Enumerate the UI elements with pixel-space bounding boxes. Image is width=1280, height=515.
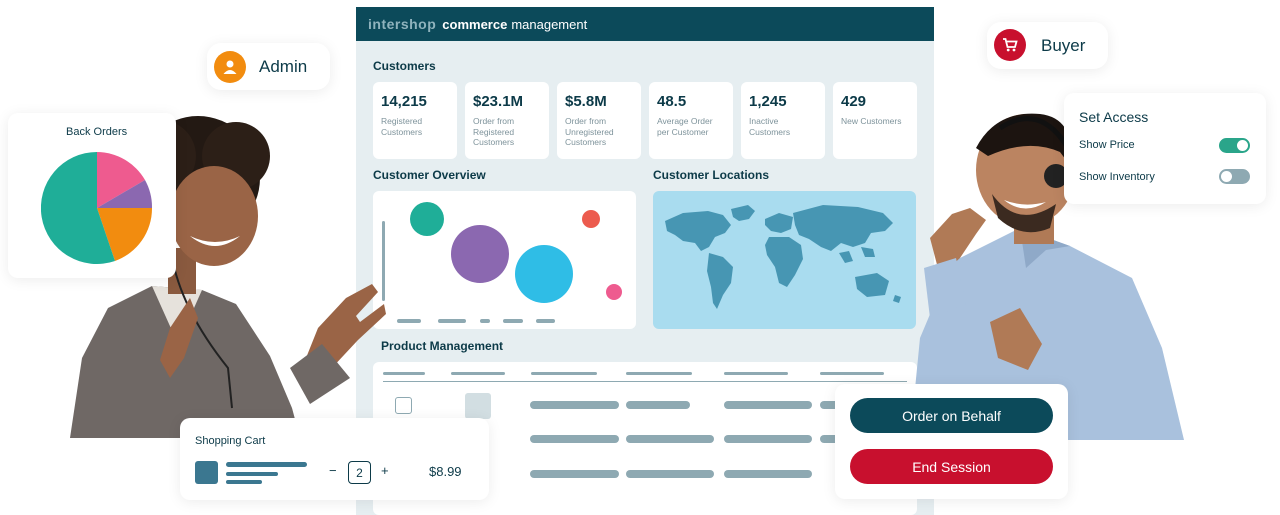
product-thumbnail <box>465 393 491 419</box>
table-header-cell <box>383 372 425 375</box>
legend-bar <box>397 319 421 323</box>
set-access-card: Set Access Show Price Show Inventory <box>1064 93 1266 204</box>
stat-label: New Customers <box>841 116 902 126</box>
table-row-cell <box>626 470 714 478</box>
legend-bar <box>503 319 523 323</box>
brand-logo: intershop <box>368 16 437 32</box>
stat-value: $5.8M <box>565 93 607 110</box>
customer-locations-map[interactable] <box>653 191 916 329</box>
table-divider <box>383 381 907 382</box>
toggle-knob <box>1221 171 1232 182</box>
back-orders-card[interactable]: Back Orders <box>8 113 176 278</box>
dashboard-header: intershop commerce management <box>356 7 934 41</box>
cart-icon <box>994 29 1026 61</box>
table-row-cell <box>724 435 812 443</box>
buyer-role-card[interactable]: Buyer <box>987 22 1108 69</box>
customer-overview-title: Customer Overview <box>373 168 486 182</box>
show-inventory-label: Show Inventory <box>1079 171 1155 183</box>
bubble-pink <box>606 284 622 300</box>
stat-label: Registered Customers <box>381 116 423 137</box>
stat-card[interactable]: $23.1M Order from Registered Customers <box>465 82 549 159</box>
customer-locations-title: Customer Locations <box>653 168 770 182</box>
legend-bar <box>536 319 555 323</box>
legend-bar <box>438 319 466 323</box>
back-orders-pie-chart <box>41 152 153 264</box>
set-access-title: Set Access <box>1079 109 1149 125</box>
buyer-label: Buyer <box>1041 36 1086 55</box>
row-checkbox[interactable] <box>395 397 412 414</box>
table-row-cell <box>626 435 714 443</box>
user-icon <box>214 51 246 83</box>
stat-value: $23.1M <box>473 93 524 110</box>
customers-title: Customers <box>373 59 436 73</box>
brand-commerce: commerce <box>442 16 508 32</box>
table-header-cell <box>626 372 692 375</box>
table-header-cell <box>820 372 884 375</box>
back-orders-title: Back Orders <box>66 126 128 138</box>
table-header-cell <box>531 372 597 375</box>
shopping-cart-card: Shopping Cart − 2 + $8.99 <box>180 418 489 500</box>
pie-slice <box>97 152 145 208</box>
session-actions-card: Order on Behalf End Session <box>835 384 1068 499</box>
stat-card[interactable]: 48.5 Average Order per Customer <box>649 82 733 159</box>
world-map-icon <box>665 205 901 309</box>
pie-slice <box>41 152 115 264</box>
table-row-cell <box>626 401 690 409</box>
chart-axis <box>382 221 385 301</box>
legend-bar <box>480 319 490 323</box>
bubble-blue <box>515 245 573 303</box>
stat-label: Order from Registered Customers <box>473 116 515 147</box>
product-management-title: Product Management <box>381 339 504 353</box>
table-header-cell <box>724 372 788 375</box>
end-session-button[interactable]: End Session <box>850 449 1053 484</box>
bubble-teal <box>410 202 444 236</box>
stat-value: 14,215 <box>381 93 427 110</box>
stat-card[interactable]: 429 New Customers <box>833 82 917 159</box>
admin-label: Admin <box>259 57 308 76</box>
cart-item-detail <box>226 472 278 476</box>
stat-label: Average Order per Customer <box>657 116 713 137</box>
pie-slice <box>97 208 153 261</box>
stat-value: 48.5 <box>657 93 687 110</box>
qty-minus-button[interactable]: − <box>329 463 337 478</box>
show-inventory-toggle[interactable] <box>1219 169 1250 184</box>
stat-card[interactable]: $5.8M Order from Unregistered Customers <box>557 82 641 159</box>
table-row-cell <box>724 470 812 478</box>
order-on-behalf-button[interactable]: Order on Behalf <box>850 398 1053 433</box>
bubble-chart <box>382 202 622 323</box>
cart-item-name <box>226 462 307 467</box>
table-row-cell <box>724 401 812 409</box>
bubble-red <box>582 210 600 228</box>
show-price-label: Show Price <box>1079 139 1135 151</box>
stat-label: Inactive Customers <box>749 116 791 137</box>
table-row-cell <box>530 435 619 443</box>
table-row-cell <box>530 401 619 409</box>
cart-item-price: $8.99 <box>429 464 462 479</box>
customer-overview-panel[interactable] <box>373 191 636 329</box>
show-price-toggle[interactable] <box>1219 138 1250 153</box>
qty-input[interactable]: 2 <box>348 461 371 484</box>
toggle-knob <box>1237 140 1248 151</box>
brand-management: management <box>511 16 588 32</box>
cart-item-thumbnail <box>195 461 218 484</box>
table-row-cell <box>530 470 619 478</box>
stat-card[interactable]: 1,245 Inactive Customers <box>741 82 825 159</box>
admin-role-card[interactable]: Admin <box>207 43 330 90</box>
table-header-cell <box>451 372 505 375</box>
cart-item-detail <box>226 480 262 484</box>
stat-value: 1,245 <box>749 93 787 110</box>
stat-card[interactable]: 14,215 Registered Customers <box>373 82 457 159</box>
stat-label: Order from Unregistered Customers <box>565 116 614 147</box>
bubble-purple <box>451 225 509 283</box>
pie-slice <box>97 180 153 208</box>
stat-value: 429 <box>841 93 867 110</box>
qty-plus-button[interactable]: + <box>381 463 389 478</box>
shopping-cart-title: Shopping Cart <box>195 435 266 447</box>
